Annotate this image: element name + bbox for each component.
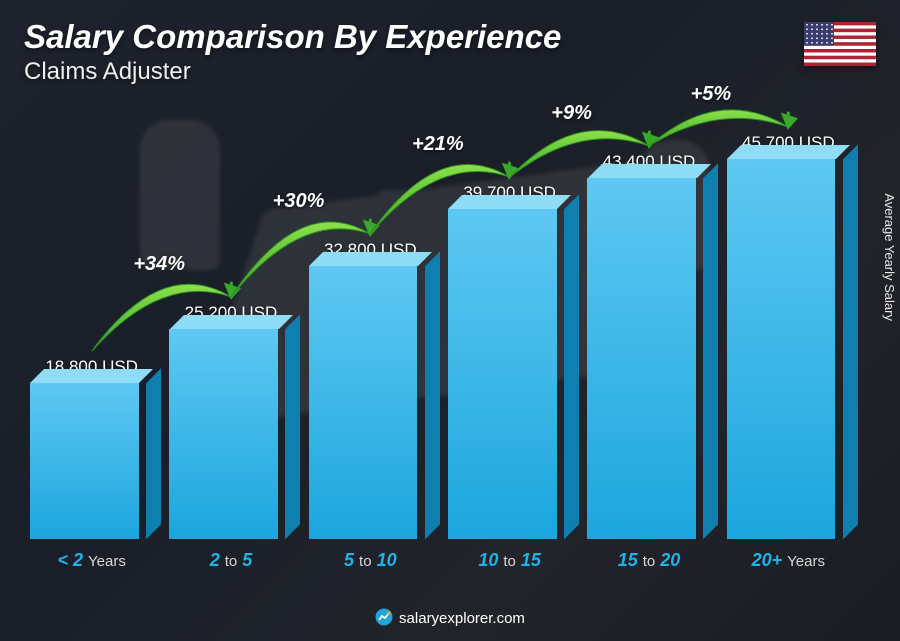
bar [448,209,571,539]
bar [727,159,850,539]
x-axis-label: < 2 Years [30,550,153,571]
bar-column: 25,200 USD [169,303,292,539]
x-axis-label: 15 to 20 [587,550,710,571]
bar-column: 39,700 USD [448,183,571,539]
bar-column: 45,700 USD [727,133,850,539]
chart-subtitle: Claims Adjuster [24,58,191,86]
bar-column: 32,800 USD [309,240,432,539]
logo-icon [375,608,393,626]
bar [309,266,432,539]
x-axis-labels: < 2 Years 2 to 5 5 to 10 10 to 15 15 to 20 20… [30,550,850,571]
infographic-root: Salary Comparison By Experience Claims A… [0,0,900,641]
bar [30,383,153,539]
x-axis-label: 10 to 15 [448,550,571,571]
bar-chart: 18,800 USD 25,200 USD 32,800 USD 39,700 … [30,100,850,571]
x-axis-label: 2 to 5 [169,550,292,571]
bar [587,178,710,539]
y-axis-label: Average Yearly Salary [883,193,898,321]
x-axis-label: 20+ Years [727,550,850,571]
bar-column: 43,400 USD [587,152,710,539]
bar-column: 18,800 USD [30,357,153,539]
bar [169,329,292,539]
x-axis-label: 5 to 10 [309,550,432,571]
footer-text: salaryexplorer.com [399,610,525,627]
flag-icon [804,22,876,66]
chart-title: Salary Comparison By Experience [24,18,561,56]
footer: salaryexplorer.com [0,608,900,627]
bars-area: 18,800 USD 25,200 USD 32,800 USD 39,700 … [30,100,850,539]
